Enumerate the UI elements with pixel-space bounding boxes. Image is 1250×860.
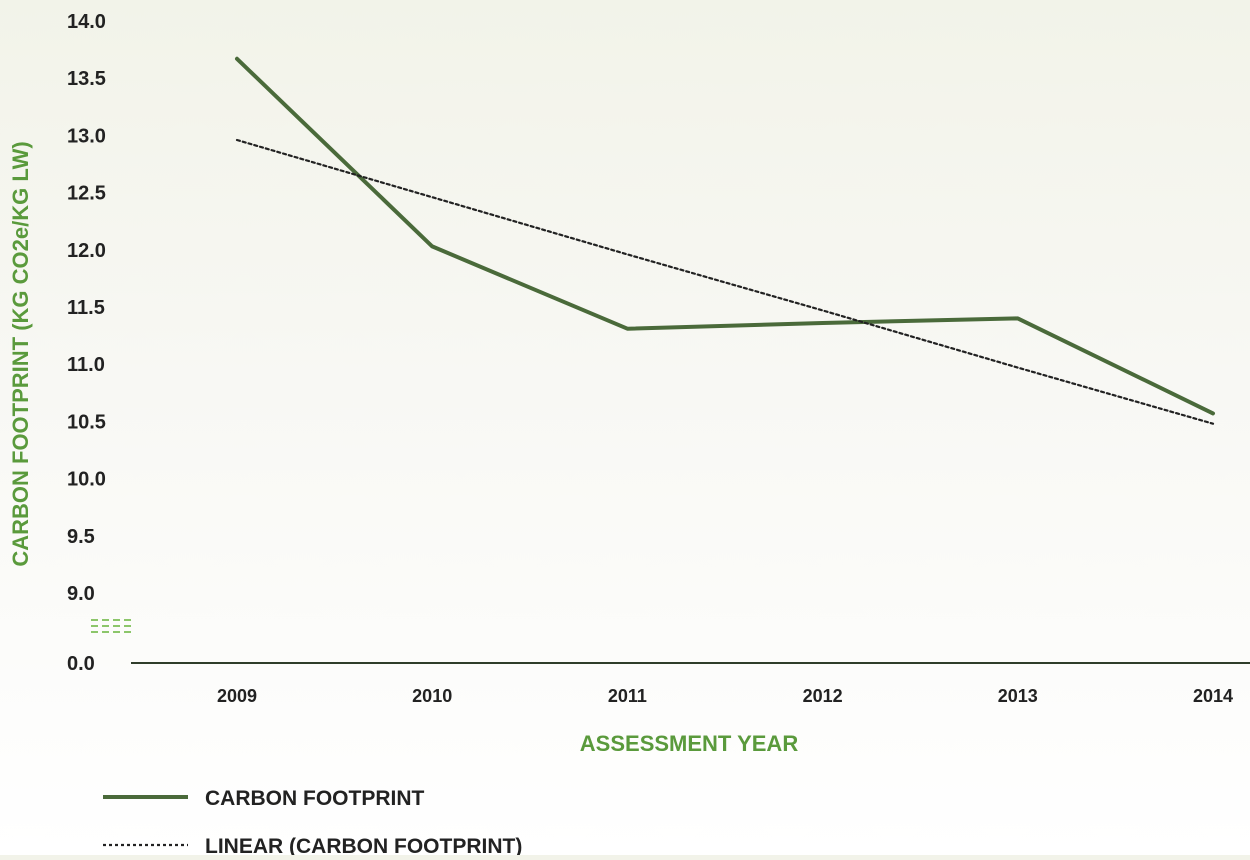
y-tick-label: 9.0 [67, 583, 95, 605]
axis-break-marks [91, 619, 131, 633]
y-tick-label: 13.5 [67, 68, 106, 90]
x-tick-label: 2010 [412, 686, 452, 706]
y-tick-label: 12.5 [67, 183, 106, 205]
series-line-carbon-footprint [235, 56, 1215, 416]
series-line-linear-trend [235, 138, 1215, 425]
y-tick-label: 9.5 [67, 526, 95, 548]
x-axis-ticks: 2009 2010 2011 2012 2013 2014 [217, 686, 1233, 706]
x-tick-label: 2009 [217, 686, 257, 706]
y-tick-label: 10.5 [67, 411, 106, 433]
x-tick-label: 2014 [1193, 686, 1233, 706]
y-tick-label: 14.0 [67, 11, 106, 33]
series-layer [235, 56, 1215, 425]
x-tick-label: 2013 [998, 686, 1038, 706]
x-axis-title: ASSESSMENT YEAR [580, 731, 799, 756]
y-tick-label: 10.0 [67, 469, 106, 491]
y-tick-label: 12.0 [67, 240, 106, 262]
y-tick-label: 11.5 [67, 297, 105, 319]
y-axis-ticks: 0.0 9.0 9.5 10.0 10.5 11.0 11.5 12.0 12.5 13.0 13.… [67, 11, 106, 675]
x-tick-label: 2011 [608, 686, 647, 706]
legend-label-carbon-footprint: CARBON FOOTPRINT [205, 787, 424, 810]
x-tick-label: 2012 [803, 686, 843, 706]
legend: CARBON FOOTPRINT LINEAR (CARBON FOOTPRIN… [103, 787, 522, 858]
y-tick-label: 11.0 [67, 354, 105, 376]
legend-label-linear: LINEAR (CARBON FOOTPRINT) [205, 835, 522, 855]
y-axis-title: CARBON FOOTPRINT (KG CO2e/KG LW) [8, 141, 33, 566]
y-tick-label: 0.0 [67, 653, 95, 675]
y-tick-label: 13.0 [67, 125, 106, 147]
